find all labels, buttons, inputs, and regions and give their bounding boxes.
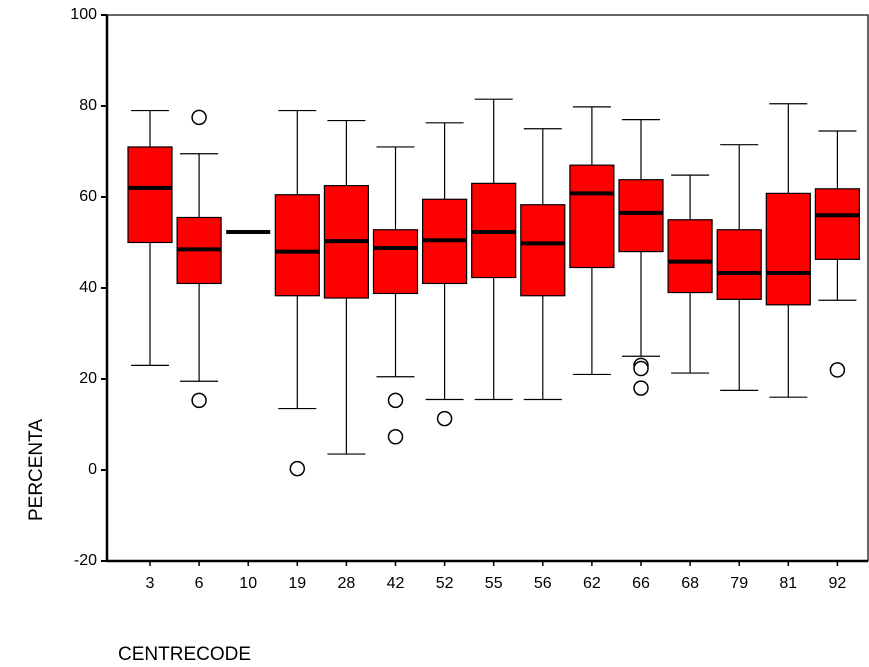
box-66: [618, 119, 664, 396]
box-42: [372, 146, 419, 445]
box-79: [716, 144, 762, 391]
x-axis-title: CENTRECODE: [118, 644, 251, 665]
outlier-point: [387, 392, 404, 409]
x-tick-label: 68: [681, 575, 699, 592]
outlier-point: [436, 410, 453, 427]
y-tick-label: 80: [79, 97, 97, 114]
x-tick-label: 66: [632, 575, 650, 592]
box-iqr: [618, 179, 664, 253]
box-iqr: [716, 229, 762, 300]
box-19: [274, 109, 320, 477]
x-tick-label: 55: [485, 575, 503, 592]
box-iqr: [127, 146, 173, 244]
x-tick-label: 6: [195, 575, 204, 592]
outlier-point: [387, 429, 404, 445]
y-tick-label: -20: [74, 552, 97, 569]
x-tick-label: 3: [146, 575, 155, 592]
x-tick-label: 42: [387, 575, 405, 592]
box-92: [814, 130, 861, 378]
box-iqr: [814, 188, 861, 260]
box-3: [127, 109, 173, 366]
outlier-point: [191, 392, 207, 409]
outlier-point: [191, 109, 207, 126]
outlier-point: [289, 460, 306, 477]
box-81: [765, 103, 811, 398]
box-iqr: [274, 194, 320, 297]
y-axis-ticks: -20 0 20 40 60 80 100: [70, 6, 107, 569]
x-tick-label: 79: [730, 575, 748, 592]
y-tick-label: 40: [79, 279, 97, 296]
box-28: [323, 119, 369, 455]
box-iqr: [372, 229, 419, 295]
box-62: [569, 106, 615, 376]
x-tick-label: 10: [239, 575, 257, 592]
box-iqr: [765, 192, 811, 306]
box-68: [667, 174, 713, 374]
outlier-point: [633, 360, 649, 377]
x-tick-label: 28: [338, 575, 356, 592]
box-iqr: [667, 219, 713, 294]
x-axis-ticks: 3 6 10 19 28 42 52 55 56 62 66 68 79 81 92: [146, 561, 847, 592]
y-tick-label: 20: [79, 370, 97, 387]
x-tick-label: 81: [779, 575, 797, 592]
box-iqr: [520, 204, 566, 297]
y-tick-label: 100: [70, 6, 97, 23]
x-tick-label: 19: [288, 575, 306, 592]
box-55: [471, 98, 517, 401]
x-tick-label: 92: [829, 575, 847, 592]
box-52: [422, 122, 468, 427]
outlier-point: [829, 362, 846, 378]
x-tick-label: 52: [436, 575, 454, 592]
y-axis-title: PERCENTA: [26, 419, 47, 521]
y-tick-label: 0: [88, 461, 97, 478]
x-tick-label: 56: [534, 575, 552, 592]
box-6: [176, 109, 222, 409]
x-tick-label: 62: [583, 575, 601, 592]
box-56: [520, 128, 566, 401]
box-series: [127, 98, 861, 477]
y-tick-label: 60: [79, 188, 97, 205]
outlier-point: [633, 380, 649, 396]
box-iqr: [569, 164, 615, 269]
